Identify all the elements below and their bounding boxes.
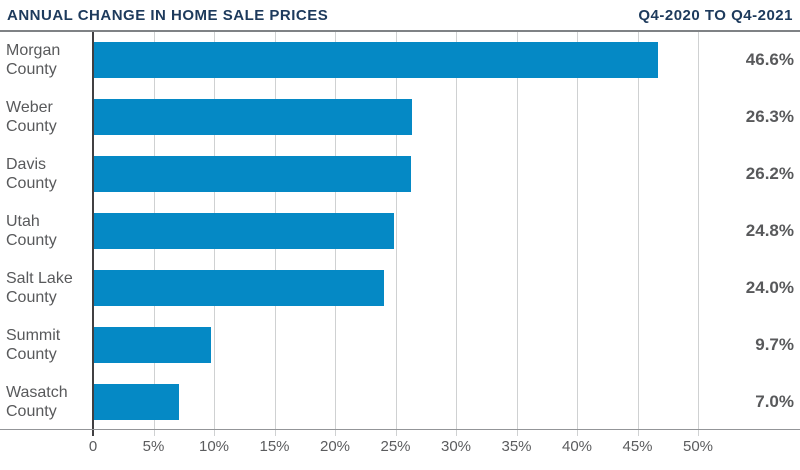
chart-period: Q4-2020 TO Q4-2021: [638, 6, 793, 24]
x-tick-label: 10%: [198, 438, 230, 455]
zero-axis-line: [92, 32, 94, 436]
category-label: Davis County: [6, 156, 57, 193]
x-tick-label: 20%: [319, 438, 351, 455]
category-label: Summit County: [6, 326, 61, 363]
x-tick-label: 5%: [142, 438, 165, 455]
x-tick-label: 25%: [380, 438, 411, 455]
bar: [94, 383, 179, 420]
plot-area: Morgan County 46.6% Weber County 26.3% Davis…: [0, 32, 800, 436]
bar-row: Weber County 26.3%: [0, 89, 800, 146]
value-label: 26.2%: [745, 164, 794, 184]
category-label: Morgan County: [6, 42, 61, 79]
x-axis-line: [0, 429, 800, 430]
x-tick-label: 50%: [682, 438, 714, 455]
gridline: [516, 32, 518, 436]
bar: [94, 212, 395, 249]
bar: [94, 156, 412, 193]
bar: [94, 269, 385, 306]
value-label: 9.7%: [755, 334, 794, 354]
category-label: Wasatch County: [6, 383, 68, 420]
chart-title: ANNUAL CHANGE IN HOME SALE PRICES: [7, 6, 329, 24]
x-tick-label: 15%: [259, 438, 290, 455]
bar: [94, 99, 413, 136]
bar-row: Utah County 24.8%: [0, 203, 800, 260]
bar-row: Davis County 26.2%: [0, 146, 800, 203]
x-axis: 0 5% 10% 15% 20% 25% 30% 35% 40% 45% 50%: [0, 438, 800, 458]
chart-header: ANNUAL CHANGE IN HOME SALE PRICES Q4-202…: [0, 0, 800, 30]
gridline: [456, 32, 457, 436]
gridline: [698, 32, 699, 436]
value-label: 7.0%: [755, 391, 794, 411]
category-label: Weber County: [6, 99, 57, 136]
gridline: [637, 32, 639, 436]
bar: [94, 42, 658, 79]
bar: [94, 326, 212, 363]
bar-row: Salt Lake County 24.0%: [0, 259, 800, 316]
x-tick-label: 45%: [622, 438, 653, 455]
value-label: 26.3%: [745, 107, 794, 127]
bar-row: Wasatch County 7.0%: [0, 373, 800, 430]
x-tick-label: 35%: [501, 438, 532, 455]
x-tick-label: 0: [88, 438, 98, 455]
gridline: [577, 32, 578, 436]
category-label: Utah County: [6, 212, 57, 249]
category-label: Salt Lake County: [6, 269, 73, 306]
x-tick-label: 40%: [561, 438, 593, 455]
bar-row: Summit County 9.7%: [0, 316, 800, 373]
value-label: 24.0%: [745, 277, 794, 297]
x-tick-label: 30%: [440, 438, 472, 455]
gridline: [395, 32, 397, 436]
bar-row: Morgan County 46.6%: [0, 32, 800, 89]
value-label: 24.8%: [745, 220, 794, 240]
value-label: 46.6%: [745, 50, 794, 70]
header-divider: [0, 30, 800, 32]
